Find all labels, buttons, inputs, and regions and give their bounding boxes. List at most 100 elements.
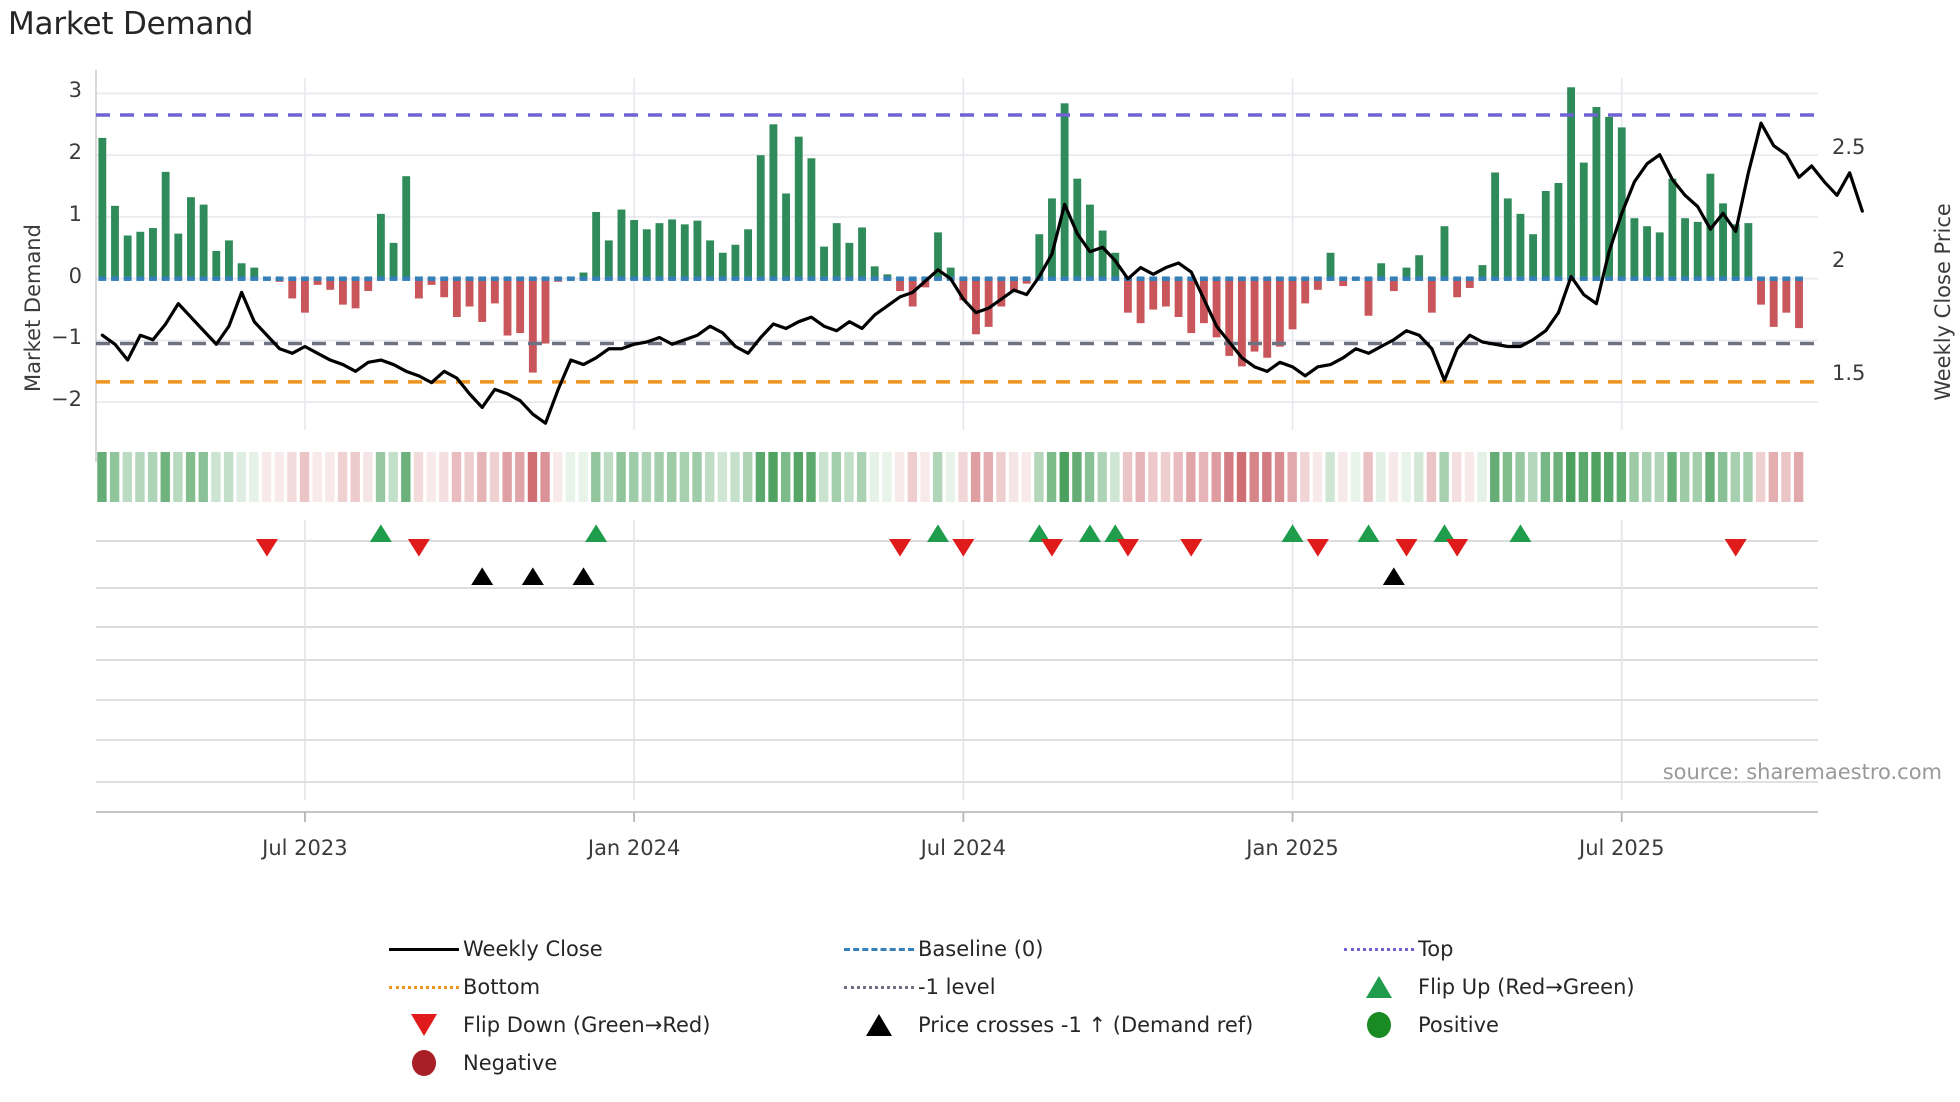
heatmap-cell [160,452,170,502]
legend-glyph-shape [844,947,914,951]
demand-bar-negative [1187,278,1196,334]
heatmap-cell [1768,452,1778,502]
demand-bar-positive [1643,226,1651,279]
demand-bar-negative [972,278,980,335]
heatmap-cell [882,452,892,502]
demand-bar-positive [1048,198,1056,279]
demand-bar-positive [1326,252,1335,279]
demand-bar-positive [1719,203,1727,279]
legend-glyph-shape [389,947,459,951]
heatmap-cell [1034,452,1044,502]
heatmap-cell [667,452,677,502]
legend-item-label: Baseline (0) [918,937,1044,961]
demand-bar-positive [1592,107,1601,279]
heatmap-cell [844,452,854,502]
legend-top[interactable]: Top [1340,930,1760,968]
heatmap-cell [1338,452,1348,502]
heatmap-cell [1135,452,1145,502]
demand-bar-positive [858,227,866,279]
legend-positive[interactable]: Positive [1340,1006,1760,1044]
demand-bar-positive [250,267,259,279]
heatmap-cell [185,452,196,502]
demand-bar-negative [1453,278,1462,298]
legend-weekly-close[interactable]: Weekly Close [385,930,840,968]
legend-bottom[interactable]: Bottom [385,968,840,1006]
demand-bar-positive [1668,178,1677,279]
flip-up-marker [1357,524,1380,543]
heatmap-cell [1236,452,1247,502]
heatmap-cell [1376,452,1386,502]
heatmap-cell [527,452,538,502]
dotted-line-icon [385,972,463,1002]
heatmap-cell [249,452,259,502]
heatmap-cell [1224,452,1234,502]
x-axis-tick-label: Jan 2024 [587,836,681,860]
demand-bar-positive [794,136,803,279]
flip-up-marker [1509,524,1532,543]
heatmap-cell [1629,452,1639,502]
heatmap-cell [1388,452,1399,502]
legend-glyph-shape [1366,976,1392,998]
y-axis-left-tick-label: 1 [68,201,82,226]
heatmap-cell [287,452,297,502]
heatmap-cell [1692,452,1703,502]
heatmap-cell [1755,452,1766,502]
demand-bar-negative [300,278,309,313]
legend-flip-up[interactable]: Flip Up (Red→Green) [1340,968,1760,1006]
demand-bar-positive [1478,265,1487,279]
demand-bar-positive [1630,218,1639,279]
demand-bar-positive [174,233,183,279]
heatmap-cell [1667,452,1677,502]
demand-bar-positive [1567,87,1576,279]
triangle-down-icon [385,1010,463,1040]
heatmap-cell [1705,452,1715,502]
legend-flip-down[interactable]: Flip Down (Green→Red) [385,1006,840,1044]
heatmap-cell [616,452,626,502]
heatmap-cell [945,452,955,502]
demand-bar-positive [630,220,639,279]
demand-bar-positive [642,229,651,279]
demand-bar-negative [478,278,487,322]
legend-minus-one[interactable]: -1 level [840,968,1340,1006]
demand-bar-positive [604,240,613,279]
heatmap-cell [223,452,234,502]
demand-bar-positive [617,209,626,279]
demand-bar-positive [870,266,879,279]
legend-negative[interactable]: Negative [385,1044,840,1082]
heatmap-cell [869,452,880,502]
demand-bar-positive [706,240,715,279]
flip-down-marker [952,538,975,557]
heatmap-cell [1439,452,1449,502]
source-attribution: source: sharemaestro.com [1662,760,1942,784]
heatmap-cell [1198,452,1209,502]
demand-bar-positive [1744,223,1753,279]
heatmap-cell [755,452,766,502]
heatmap-cell [109,452,120,502]
heatmap-cell [818,452,829,502]
heatmap-cell [793,452,804,502]
demand-bar-negative [1149,278,1158,310]
demand-bar-positive [744,229,753,279]
demand-bar-positive [376,213,385,279]
heatmap-cell [743,452,753,502]
demand-bar-negative [503,278,512,336]
heatmap-cell [907,452,917,502]
demand-bar-negative [490,278,499,304]
legend-item-label: Bottom [463,975,541,999]
legend-baseline[interactable]: Baseline (0) [840,930,1340,968]
price-cross-marker [521,567,544,586]
heatmap-cell [1262,452,1272,502]
heatmap-cell [641,452,652,502]
heatmap-cell [439,452,449,502]
heatmap-cell [299,452,310,502]
heatmap-cell [1021,452,1031,502]
legend-item-label: Price crosses -1 ↑ (Demand ref) [918,1013,1254,1037]
heatmap-cell [426,452,436,502]
demand-bar-negative [351,278,360,309]
demand-bar-positive [1035,234,1044,279]
demand-bar-negative [1288,278,1297,330]
heatmap-cell [1274,452,1285,502]
legend-price-cross[interactable]: Price crosses -1 ↑ (Demand ref) [840,1006,1340,1044]
heatmap-cell [1287,452,1297,502]
demand-bar-positive [845,242,854,279]
